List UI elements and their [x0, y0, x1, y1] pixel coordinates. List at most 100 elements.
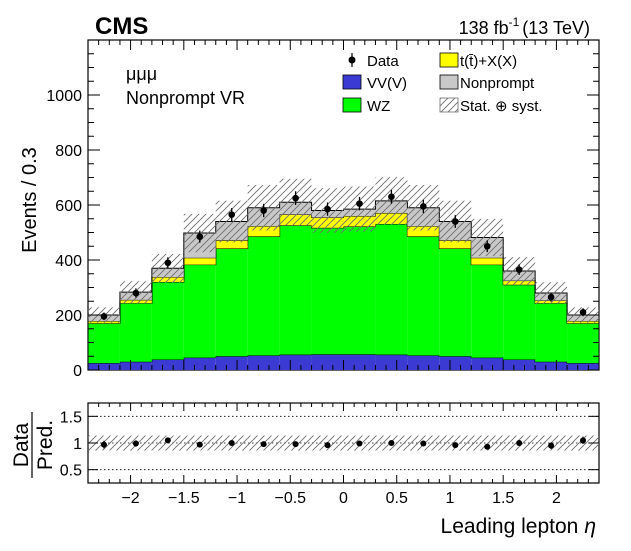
x-tick-label-2: −1 [228, 490, 246, 507]
y-tick-label-4: 800 [55, 143, 82, 160]
ratio-y-title: Data Pred. [10, 412, 57, 478]
data-point-12 [483, 242, 491, 250]
bar-wz-6 [279, 225, 312, 355]
y-tick-label-1: 200 [55, 308, 82, 325]
legend-data: Data [348, 53, 399, 70]
bar-wz-2 [151, 282, 184, 360]
bar-wz-5 [247, 236, 280, 356]
data-point-8 [356, 200, 363, 207]
data-point-14 [547, 293, 555, 301]
x-tick-label-7: 1.5 [492, 490, 514, 507]
bar-vvv-13 [503, 359, 536, 370]
ratio-y-tick-label-1: 1 [73, 436, 82, 453]
y-tick-label-2: 400 [55, 253, 82, 270]
bar-wz-14 [535, 303, 568, 362]
ratio-uncertainty-band-12 [471, 435, 504, 451]
svg-text:Nonprompt: Nonprompt [460, 75, 535, 92]
svg-text:t(t̄)+X(X): t(t̄)+X(X) [460, 53, 517, 70]
bar-vvv-4 [215, 356, 248, 370]
bar-ttxx-10 [407, 226, 440, 237]
bar-vvv-7 [311, 354, 344, 370]
ratio-plot-area [88, 415, 599, 471]
svg-text:VV(V): VV(V) [367, 75, 407, 92]
ratio-point-10 [420, 440, 427, 447]
bar-vvv-10 [407, 355, 440, 370]
bar-wz-10 [407, 236, 440, 356]
ratio-point-5 [260, 441, 267, 448]
data-point-15 [579, 308, 587, 316]
bar-vvv-6 [279, 354, 312, 370]
svg-text:Pred.: Pred. [34, 420, 57, 470]
bar-ttxx-5 [247, 226, 280, 237]
bar-wz-7 [311, 227, 344, 355]
bar-vvv-0 [88, 363, 120, 370]
x-tick-label-3: −0.5 [274, 490, 306, 507]
lumi-label: 138 fb-1 (13 TeV) [459, 15, 590, 38]
bar-vvv-5 [247, 355, 280, 370]
ratio-point-4 [228, 440, 235, 446]
bar-ttxx-3 [183, 257, 216, 265]
legend-nonprompt: Nonprompt [439, 74, 535, 92]
ratio-point-14 [548, 442, 555, 449]
data-point-6 [292, 194, 299, 202]
data-point-5 [260, 207, 267, 214]
data-point-1 [132, 289, 140, 297]
bar-ttxx-4 [215, 240, 248, 249]
svg-text:Data: Data [10, 423, 33, 468]
y-tick-label-5: 1000 [46, 88, 82, 105]
bar-vvv-11 [439, 356, 472, 370]
data-point-9 [388, 193, 395, 201]
data-point-3 [196, 233, 204, 240]
legend-ttx: t(t̄)+X(X) [439, 52, 517, 70]
axes: 0 200 400 600 800 1000 −2 −1.5 −1 −0.5 0 0.5 1 1.5 2 0.… [46, 40, 599, 507]
bar-ttxx-12 [471, 257, 504, 265]
bar-wz-9 [375, 223, 408, 355]
ratio-point-3 [196, 441, 203, 448]
ratio-point-0 [100, 441, 107, 448]
legend-uncertainty: Stat. ⊕ syst. [439, 97, 543, 115]
x-tick-label-5: 0.5 [386, 490, 408, 507]
bar-wz-4 [215, 248, 248, 357]
ratio-point-8 [356, 440, 363, 447]
data-point-13 [515, 266, 523, 273]
ratio-point-1 [132, 440, 139, 447]
bar-wz-11 [439, 248, 472, 357]
x-tick-label-1: −1.5 [168, 490, 200, 507]
legend-vvv: VV(V) [342, 74, 407, 92]
data-point-4 [228, 211, 236, 218]
bar-wz-3 [183, 264, 216, 358]
y-tick-label-0: 0 [73, 363, 82, 380]
y-tick-label-3: 600 [55, 198, 82, 215]
ratio-point-7 [324, 442, 331, 449]
bar-vvv-9 [375, 354, 408, 370]
ratio-y-tick-label-2: 1.5 [60, 409, 82, 426]
svg-text:WZ: WZ [367, 98, 390, 115]
x-tick-label-0: −2 [121, 490, 139, 507]
y-axis-title: Events / 0.3 [19, 147, 41, 253]
region-label: Nonprompt VR [126, 88, 245, 108]
uncertainty-band-4 [215, 200, 248, 243]
bar-vvv-1 [119, 361, 152, 370]
ratio-point-15 [580, 437, 587, 444]
bar-wz-12 [471, 264, 504, 358]
ratio-point-2 [164, 437, 171, 444]
ratio-point-6 [292, 441, 299, 448]
data-point-10 [420, 203, 427, 210]
experiment-label: CMS [95, 13, 148, 40]
main-plot-area [88, 177, 599, 370]
ratio-point-13 [516, 440, 523, 446]
x-tick-label-6: 1 [446, 490, 455, 507]
legend: Data VV(V) WZ t(t̄)+X(X) Nonprompt Stat.… [342, 52, 543, 115]
bar-vvv-12 [471, 357, 504, 370]
bar-ttxx-11 [439, 240, 472, 249]
bar-wz-8 [343, 226, 376, 355]
ratio-point-9 [388, 440, 395, 446]
x-tick-label-4: 0 [339, 490, 348, 507]
svg-text:Data: Data [367, 53, 399, 70]
svg-text:Stat. ⊕ syst.: Stat. ⊕ syst. [460, 98, 543, 115]
data-point-11 [451, 218, 459, 225]
ratio-point-12 [484, 443, 491, 450]
bar-vvv-8 [343, 354, 376, 370]
data-point-2 [164, 259, 172, 267]
